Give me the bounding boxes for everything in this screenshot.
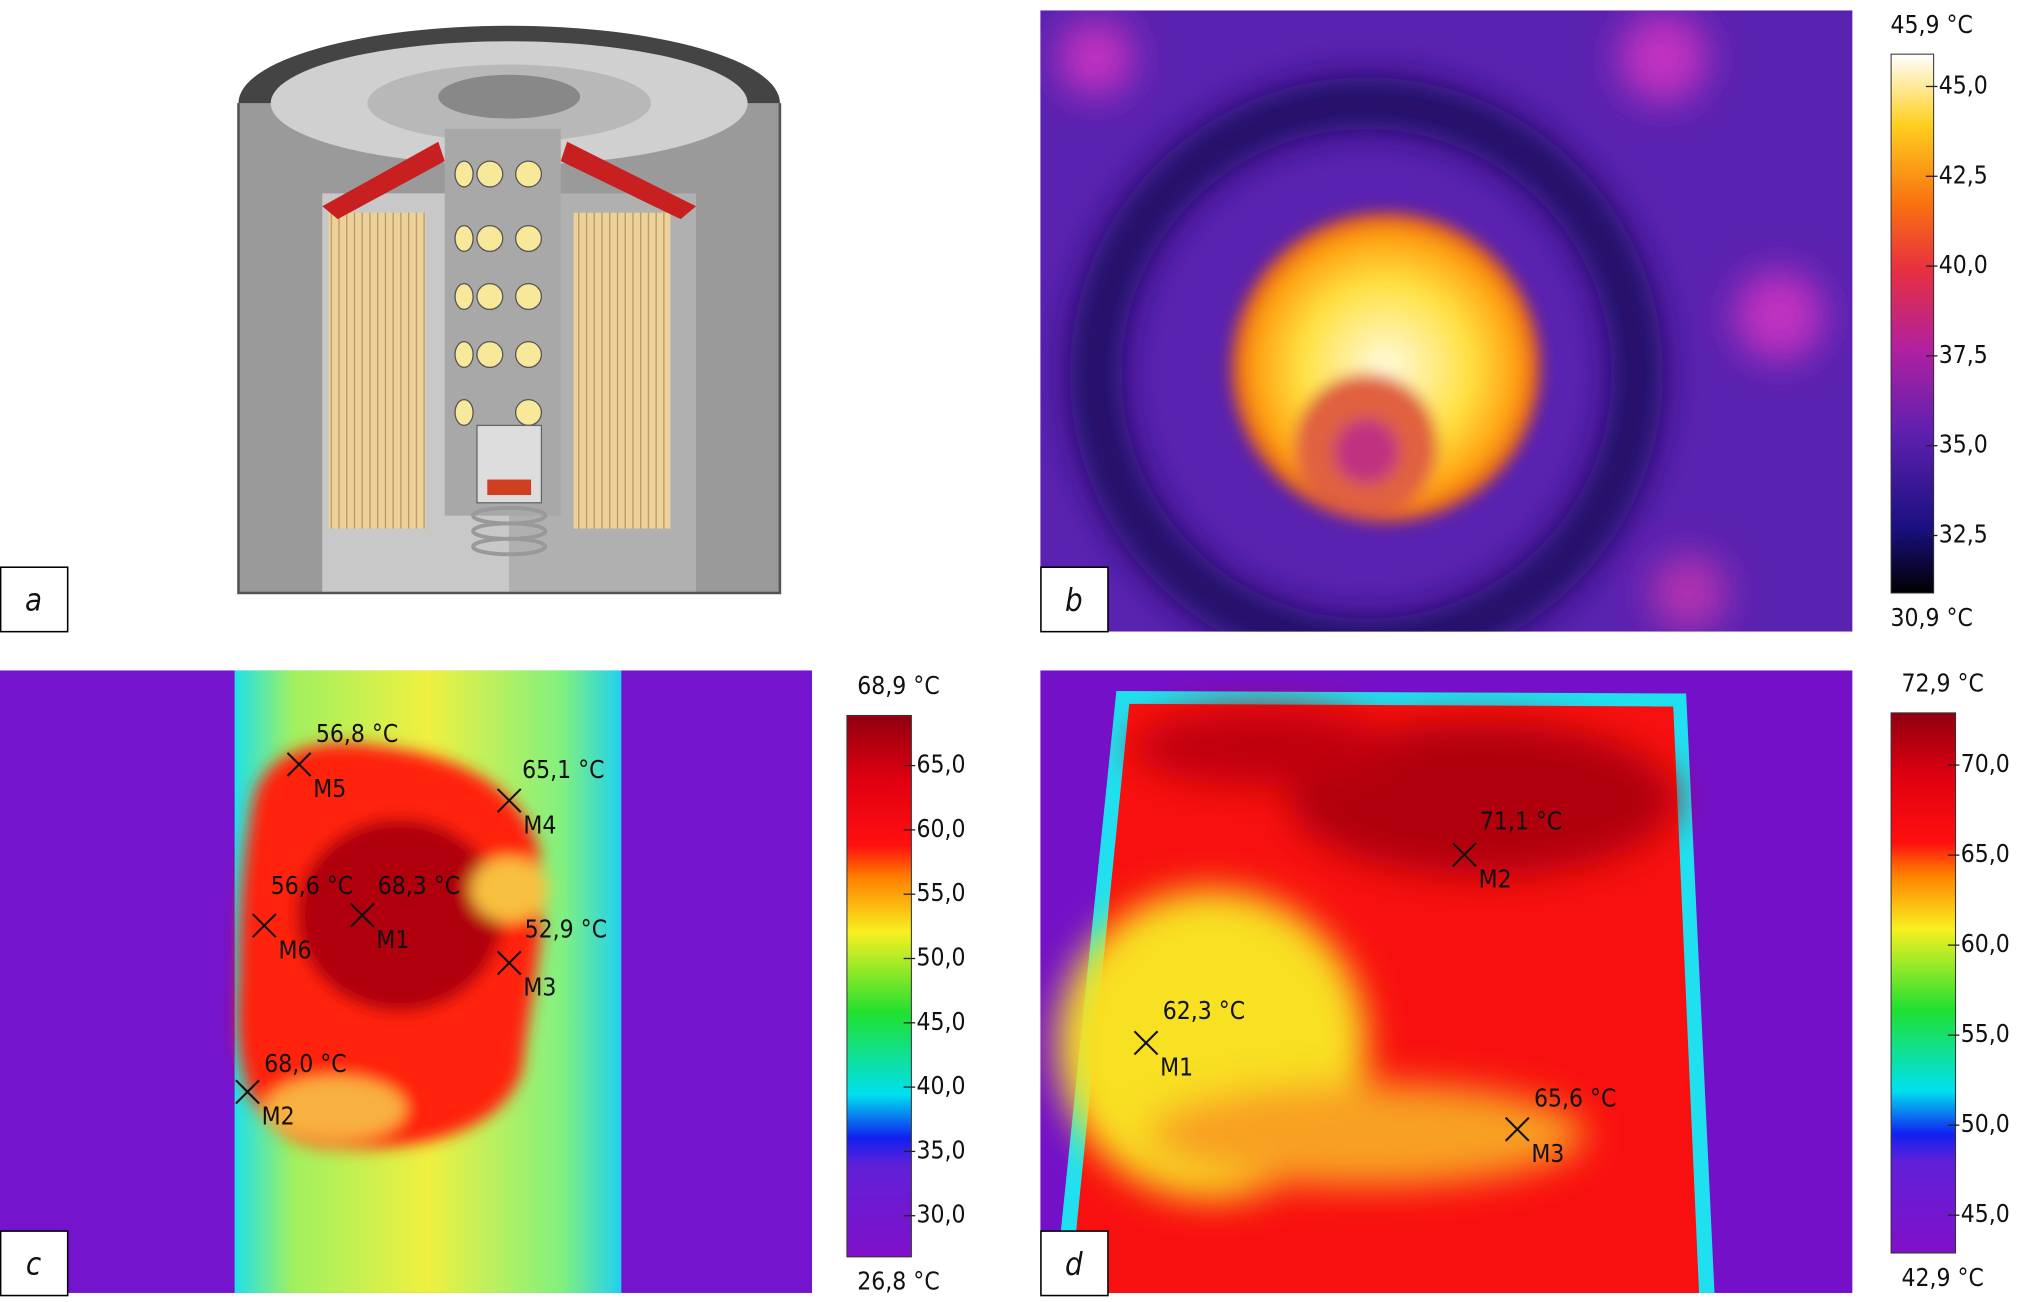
tick-label: 60,0: [1961, 929, 2010, 958]
label-box: [0, 1230, 69, 1297]
scale-max: 72,9 °C: [1901, 669, 1983, 698]
tick-label: 50,0: [1961, 1109, 2010, 1138]
tick-label: 60,0: [917, 814, 966, 843]
marker-reading: 65,1 °C: [522, 755, 604, 784]
marker-reading: 65,6 °C: [1534, 1084, 1616, 1113]
marker-cross: [496, 950, 522, 976]
marker-name: M1: [1160, 1053, 1193, 1082]
marker-reading: 68,0 °C: [264, 1049, 346, 1078]
scale-max: 45,9 °C: [1890, 10, 1972, 39]
marker-name: M2: [1479, 864, 1512, 893]
colorbar: [1890, 53, 1935, 594]
label-box: [0, 566, 69, 633]
scale-min: 30,9 °C: [1890, 603, 1972, 632]
panel-label: a: [25, 583, 42, 619]
panel-label: d: [1065, 1246, 1083, 1282]
tick-label: 45,0: [1961, 1199, 2010, 1228]
tick-label: 40,0: [1939, 250, 1988, 279]
marker-reading: 56,8 °C: [316, 719, 398, 748]
tick-label: 50,0: [917, 943, 966, 972]
marker-cross: [496, 788, 522, 813]
marker-name: M4: [523, 810, 556, 839]
marker-reading: 68,3 °C: [378, 871, 460, 900]
panel-label: b: [1065, 583, 1083, 619]
tick-label: 40,0: [917, 1071, 966, 1100]
marker-name: M5: [313, 774, 346, 803]
tick-label: 55,0: [917, 878, 966, 907]
colorbar: [1890, 712, 1957, 1254]
tick-label: 65,0: [917, 750, 966, 779]
marker-cross: [1133, 1030, 1159, 1056]
marker-cross: [349, 902, 375, 928]
tick-label: 45,0: [1939, 70, 1988, 99]
tick-label: 30,0: [917, 1200, 966, 1229]
filter-render: [237, 25, 782, 595]
marker-reading: 56,6 °C: [271, 871, 353, 900]
marker-reading: 62,3 °C: [1163, 996, 1245, 1025]
marker-name: M3: [523, 973, 556, 1002]
marker-cross: [1452, 842, 1477, 868]
marker-name: M1: [376, 925, 409, 954]
marker-cross: [1504, 1116, 1530, 1142]
tick-label: 35,0: [917, 1135, 966, 1164]
label-box: [1040, 1230, 1109, 1297]
tick-label: 42,5: [1939, 160, 1988, 189]
thermal-image-c: [0, 670, 813, 1293]
tick-label: 32,5: [1939, 520, 1988, 549]
marker-cross: [251, 913, 277, 938]
scale-max: 68,9 °C: [857, 671, 939, 700]
label-box: [1040, 566, 1109, 633]
marker-name: M2: [262, 1102, 295, 1131]
tick-label: 37,5: [1939, 340, 1988, 369]
scale-min: 26,8 °C: [857, 1267, 939, 1296]
thermal-image-b: [1040, 10, 1853, 632]
marker-name: M6: [278, 935, 311, 964]
marker-cross: [235, 1079, 260, 1105]
marker-reading: 71,1 °C: [1480, 806, 1562, 835]
tick-label: 70,0: [1961, 749, 2010, 778]
marker-cross: [286, 752, 312, 777]
thermal-image-d: [1040, 670, 1853, 1293]
colorbar: [846, 714, 912, 1258]
tick-label: 55,0: [1961, 1019, 2010, 1048]
tick-label: 35,0: [1939, 430, 1988, 459]
scale-min: 42,9 °C: [1901, 1263, 1983, 1292]
marker-reading: 52,9 °C: [525, 915, 607, 944]
tick-label: 65,0: [1961, 839, 2010, 868]
marker-name: M3: [1531, 1139, 1564, 1168]
tick-label: 45,0: [917, 1007, 966, 1036]
panel-label: c: [26, 1246, 41, 1282]
